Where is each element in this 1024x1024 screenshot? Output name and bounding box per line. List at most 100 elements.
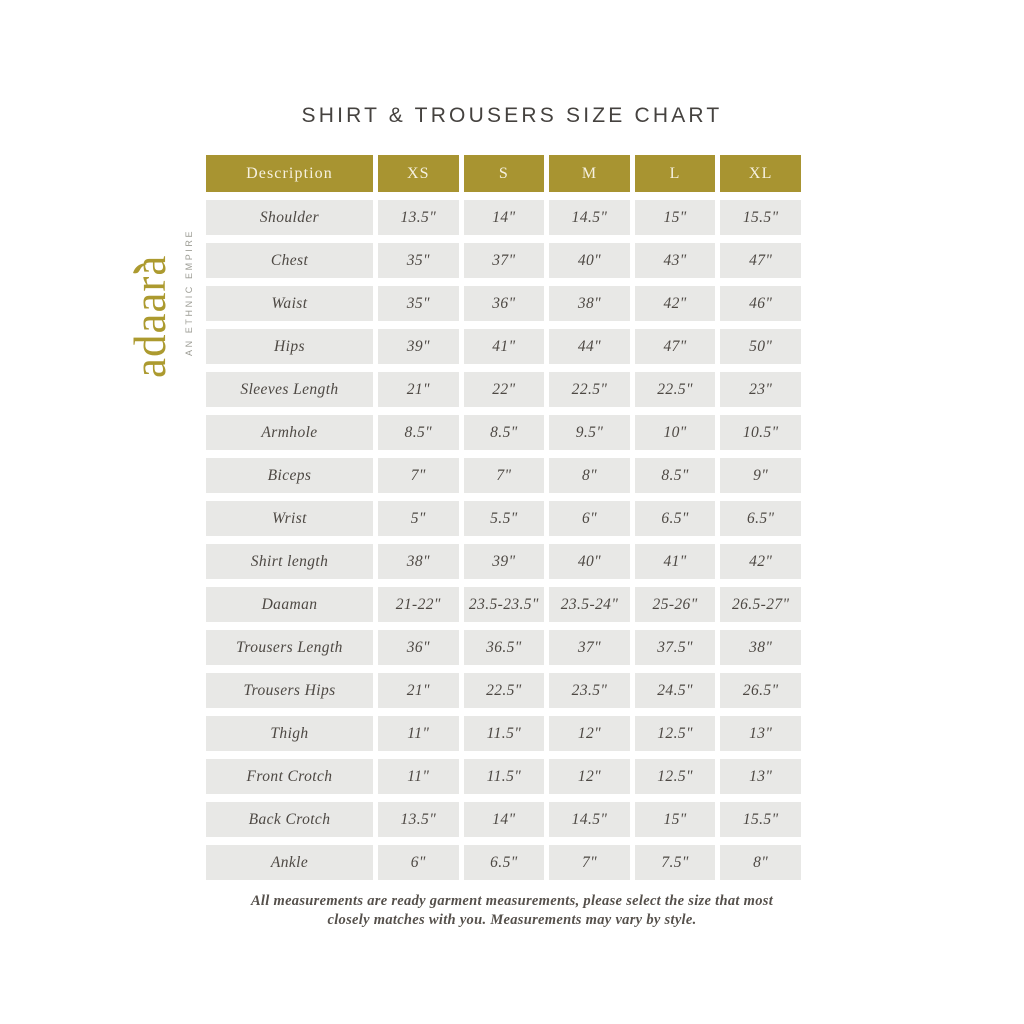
value-cell: 6": [549, 501, 630, 536]
brand-logo-wordmark: adaara: [125, 254, 175, 378]
value-cell: 35": [378, 286, 459, 321]
logo-swash-icon: [133, 263, 147, 274]
row-label-cell: Waist: [206, 286, 373, 321]
value-cell: 47": [720, 243, 801, 278]
value-cell: 24.5": [634, 673, 716, 708]
header-cell-size-m: M: [549, 155, 630, 192]
row-label-cell: Front Crotch: [206, 759, 373, 794]
row-label-cell: Wrist: [206, 501, 373, 536]
value-cell: 10": [634, 415, 716, 450]
value-cell: 15": [634, 200, 716, 235]
value-cell: 14.5": [549, 200, 630, 235]
value-cell: 38": [720, 630, 801, 665]
row-label-cell: Back Crotch: [206, 802, 373, 837]
value-cell: 7": [549, 845, 630, 880]
value-cell: 40": [549, 544, 630, 579]
value-cell: 47": [634, 329, 716, 364]
header-cell-size-s: S: [463, 155, 545, 192]
row-label-cell: Armhole: [206, 415, 373, 450]
header-cell-size-xs: XS: [378, 155, 459, 192]
value-cell: 46": [720, 286, 801, 321]
value-cell: 9.5": [549, 415, 630, 450]
row-label-cell: Daaman: [206, 587, 373, 622]
value-cell: 50": [720, 329, 801, 364]
value-cell: 5.5": [463, 501, 545, 536]
value-cell: 14": [463, 802, 545, 837]
value-cell: 36.5": [463, 630, 545, 665]
row-label-cell: Trousers Length: [206, 630, 373, 665]
value-cell: 42": [720, 544, 801, 579]
size-table: Description XS S M L XL Shoulder 13.5" 14" 14.5" 1…: [206, 155, 801, 880]
value-cell: 10.5": [720, 415, 801, 450]
value-cell: 36": [463, 286, 545, 321]
footer-note-line1: All measurements are ready garment measu…: [250, 893, 774, 909]
value-cell: 7": [378, 458, 459, 493]
value-cell: 37.5": [634, 630, 716, 665]
value-cell: 26.5": [720, 673, 801, 708]
value-cell: 7": [463, 458, 545, 493]
row-label-cell: Chest: [206, 243, 373, 278]
row-label-cell: Hips: [206, 329, 373, 364]
value-cell: 23": [720, 372, 801, 407]
value-cell: 8": [720, 845, 801, 880]
value-cell: 11.5": [463, 716, 545, 751]
value-cell: 7.5": [634, 845, 716, 880]
value-cell: 39": [463, 544, 545, 579]
value-cell: 22.5": [634, 372, 716, 407]
value-cell: 23.5": [549, 673, 630, 708]
value-cell: 15.5": [720, 200, 801, 235]
row-label-cell: Sleeves Length: [206, 372, 373, 407]
value-cell: 44": [549, 329, 630, 364]
value-cell: 38": [549, 286, 630, 321]
value-cell: 23.5-23.5": [463, 587, 545, 622]
value-cell: 23.5-24": [549, 587, 630, 622]
value-cell: 40": [549, 243, 630, 278]
value-cell: 5": [378, 501, 459, 536]
value-cell: 12.5": [634, 716, 716, 751]
value-cell: 6.5": [463, 845, 545, 880]
value-cell: 8": [549, 458, 630, 493]
value-cell: 8.5": [463, 415, 545, 450]
value-cell: 42": [634, 286, 716, 321]
value-cell: 22": [463, 372, 545, 407]
value-cell: 6": [378, 845, 459, 880]
value-cell: 9": [720, 458, 801, 493]
value-cell: 15.5": [720, 802, 801, 837]
value-cell: 15": [634, 802, 716, 837]
value-cell: 37": [463, 243, 545, 278]
page-title: SHIRT & TROUSERS SIZE CHART: [301, 104, 723, 127]
value-cell: 14": [463, 200, 545, 235]
value-cell: 11": [378, 759, 459, 794]
value-cell: 12": [549, 716, 630, 751]
value-cell: 22.5": [463, 673, 545, 708]
brand-tagline: AN ETHNIC EMPIRE: [184, 228, 194, 356]
row-label-cell: Shirt length: [206, 544, 373, 579]
row-label-cell: Trousers Hips: [206, 673, 373, 708]
value-cell: 13": [720, 716, 801, 751]
value-cell: 37": [549, 630, 630, 665]
value-cell: 21": [378, 372, 459, 407]
value-cell: 36": [378, 630, 459, 665]
value-cell: 13.5": [378, 200, 459, 235]
value-cell: 12": [549, 759, 630, 794]
value-cell: 8.5": [378, 415, 459, 450]
header-cell-size-xl: XL: [720, 155, 801, 192]
value-cell: 43": [634, 243, 716, 278]
value-cell: 6.5": [720, 501, 801, 536]
value-cell: 13.5": [378, 802, 459, 837]
row-label-cell: Shoulder: [206, 200, 373, 235]
value-cell: 35": [378, 243, 459, 278]
footer-note-line2: closely matches with you. Measurements m…: [327, 911, 697, 928]
header-cell-size-l: L: [634, 155, 716, 192]
value-cell: 26.5-27": [720, 587, 801, 622]
brand-logo: adaara AN ETHNIC EMPIRE: [122, 178, 202, 388]
value-cell: 21": [378, 673, 459, 708]
value-cell: 6.5": [634, 501, 716, 536]
value-cell: 11.5": [463, 759, 545, 794]
value-cell: 8.5": [634, 458, 716, 493]
value-cell: 12.5": [634, 759, 716, 794]
value-cell: 21-22": [378, 587, 459, 622]
value-cell: 14.5": [549, 802, 630, 837]
value-cell: 41": [634, 544, 716, 579]
